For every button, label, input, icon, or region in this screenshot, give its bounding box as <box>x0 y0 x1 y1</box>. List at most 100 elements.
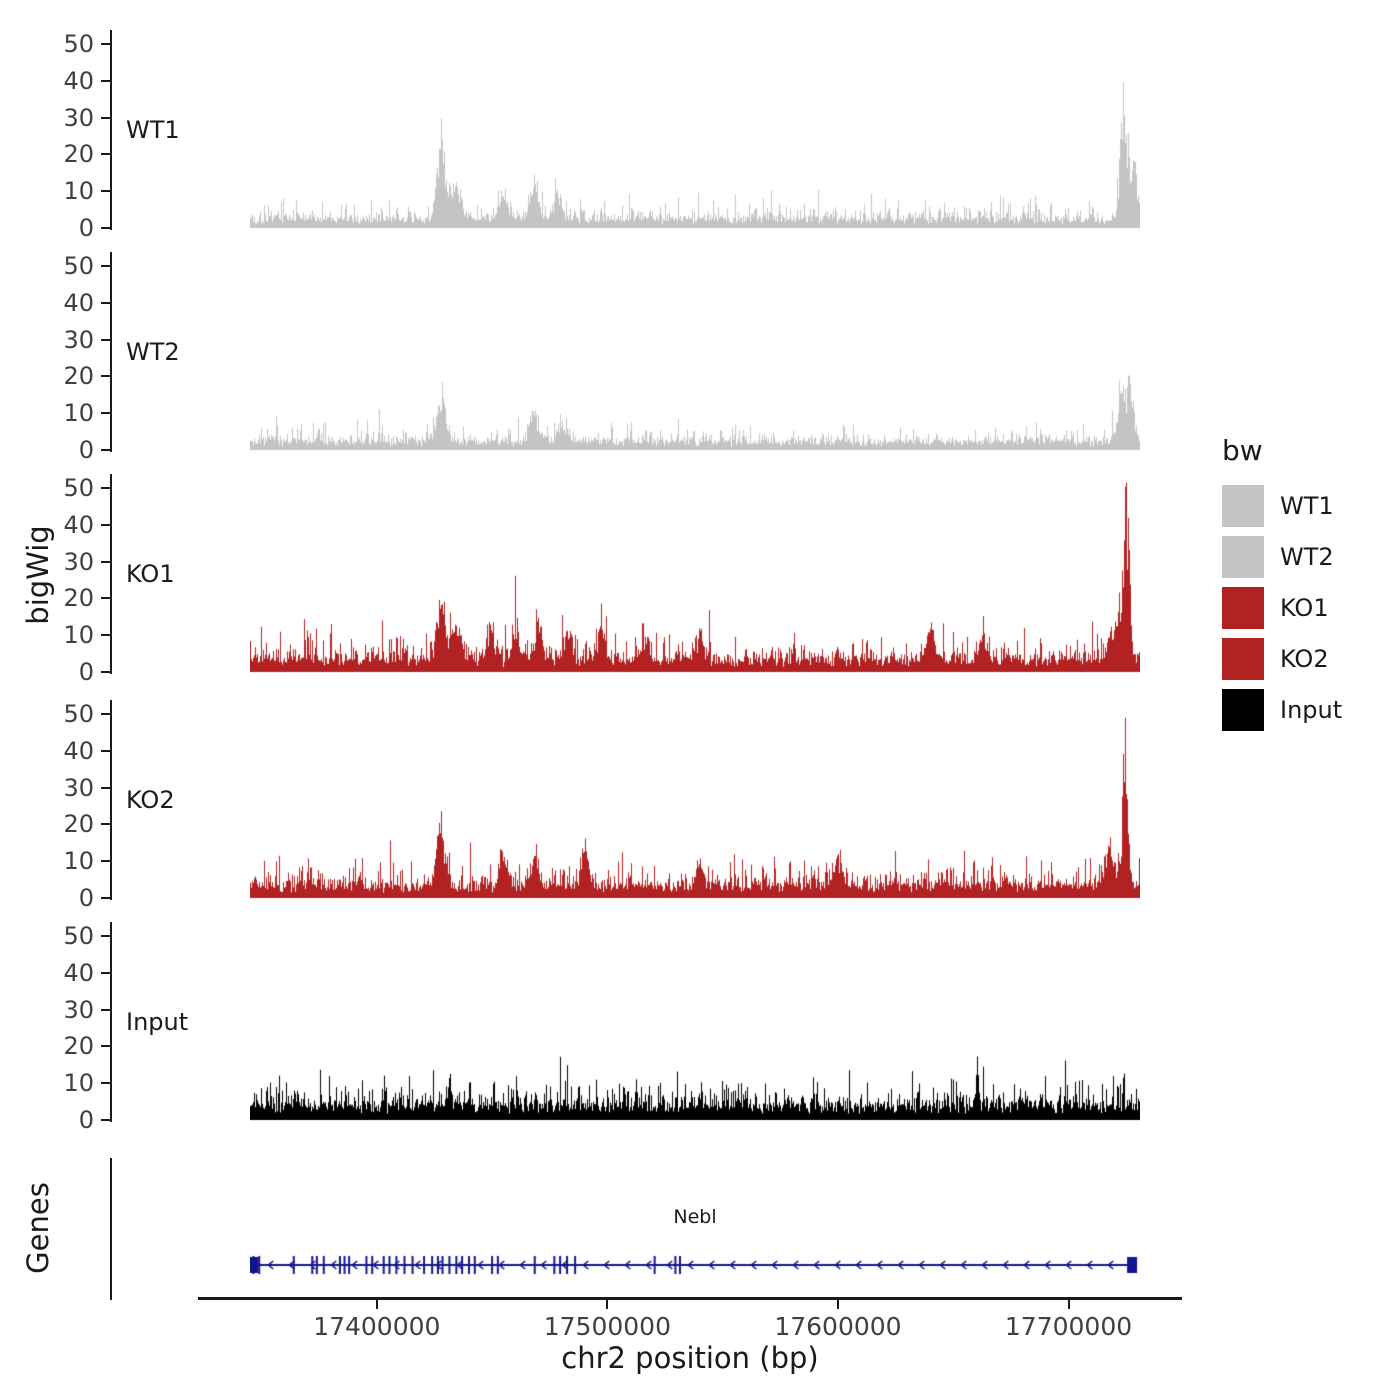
track-label-Input: Input <box>126 1008 189 1036</box>
y-tick-mark <box>101 671 110 673</box>
y-tick-mark <box>101 634 110 637</box>
legend-title: bw <box>1222 434 1263 467</box>
x-tick-label: 17500000 <box>543 1312 671 1341</box>
track-label-KO1: KO1 <box>126 560 175 588</box>
y-tick-label: 20 <box>63 140 94 169</box>
track-panel-KO2: 0 10 20 30 40 50 KO2 <box>0 700 1400 911</box>
y-tick-mark <box>101 1082 110 1085</box>
y-tick-mark <box>101 190 110 193</box>
gene-model-canvas <box>250 1232 1140 1302</box>
legend-entries: WT1 WT2 KO1 KO2 Input <box>1222 485 1342 731</box>
y-tick-mark <box>101 265 110 267</box>
y-tick-label: 30 <box>63 325 94 354</box>
gene-label: Nebl <box>673 1206 717 1228</box>
y-tick-mark <box>101 523 110 526</box>
y-tick-label: 50 <box>63 30 94 58</box>
y-tick-label: 10 <box>63 847 94 876</box>
legend-swatch-KO2 <box>1222 638 1264 680</box>
y-tick-mark <box>101 79 110 82</box>
y-tick-label: 30 <box>63 995 94 1024</box>
legend-entry-KO2: KO2 <box>1222 638 1342 680</box>
y-tick-label: 0 <box>78 884 94 912</box>
legend-swatch-KO1 <box>1222 587 1264 629</box>
y-tick-mark <box>101 1119 110 1121</box>
y-tick-label: 10 <box>63 177 94 206</box>
y-tick-label: 40 <box>63 958 94 987</box>
y-tick-label: 40 <box>63 288 94 317</box>
y-tick-label: 40 <box>63 66 94 95</box>
y-tick-label: 20 <box>63 1032 94 1061</box>
y-tick-label: 20 <box>63 362 94 391</box>
y-tick-label: 30 <box>63 103 94 132</box>
x-axis-title: chr2 position (bp) <box>561 1341 819 1375</box>
y-tick-label: 0 <box>78 658 94 686</box>
legend-entry-KO1: KO1 <box>1222 587 1342 629</box>
track-panel-Input: 0 10 20 30 40 50 Input <box>0 922 1400 1133</box>
y-tick-mark <box>101 116 110 119</box>
legend-entry-WT1: WT1 <box>1222 485 1342 527</box>
y-tick-label: 50 <box>63 700 94 728</box>
track-canvas-WT1 <box>250 30 1140 230</box>
legend-entry-Input: Input <box>1222 689 1342 731</box>
y-axis-line <box>110 474 112 674</box>
track-canvas-Input <box>250 922 1140 1122</box>
y-axis-line <box>110 922 112 1122</box>
y-tick-mark <box>101 560 110 563</box>
y-tick-label: 10 <box>63 399 94 428</box>
y-tick-mark <box>101 935 110 937</box>
legend-label: KO2 <box>1280 645 1329 673</box>
y-tick-mark <box>101 153 110 156</box>
y-axis-line <box>110 252 112 452</box>
y-tick-mark <box>101 43 110 45</box>
y-tick-label: 40 <box>63 510 94 539</box>
legend-label: WT2 <box>1280 543 1334 571</box>
y-tick-label: 20 <box>63 584 94 613</box>
y-tick-label: 50 <box>63 474 94 502</box>
track-canvas-WT2 <box>250 252 1140 452</box>
track-label-WT1: WT1 <box>126 116 180 144</box>
legend-label: KO1 <box>1280 594 1329 622</box>
gene-panel: Nebl <box>0 1150 1400 1310</box>
legend-entry-WT2: WT2 <box>1222 536 1342 578</box>
legend-swatch-WT1 <box>1222 485 1264 527</box>
x-tick-label: 17600000 <box>774 1312 902 1341</box>
y-tick-mark <box>101 749 110 752</box>
genes-axis-line <box>110 1158 112 1300</box>
y-tick-mark <box>101 713 110 715</box>
y-tick-label: 0 <box>78 214 94 242</box>
y-tick-mark <box>101 412 110 415</box>
track-panel-WT2: 0 10 20 30 40 50 WT2 <box>0 252 1400 463</box>
legend-label: Input <box>1280 696 1343 724</box>
y-tick-mark <box>101 487 110 489</box>
legend-label: WT1 <box>1280 492 1334 520</box>
y-tick-mark <box>101 449 110 451</box>
y-tick-label: 50 <box>63 252 94 280</box>
y-tick-mark <box>101 338 110 341</box>
y-tick-label: 20 <box>63 810 94 839</box>
track-panel-KO1: 0 10 20 30 40 50 KO1 <box>0 474 1400 685</box>
legend: bw WT1 WT2 KO1 KO2 Input <box>1222 434 1342 740</box>
track-label-WT2: WT2 <box>126 338 180 366</box>
y-axis-line <box>110 30 112 230</box>
y-tick-mark <box>101 786 110 789</box>
legend-swatch-WT2 <box>1222 536 1264 578</box>
y-tick-label: 10 <box>63 1069 94 1098</box>
y-tick-mark <box>101 971 110 974</box>
track-canvas-KO1 <box>250 474 1140 674</box>
y-tick-label: 30 <box>63 547 94 576</box>
y-tick-mark <box>101 860 110 863</box>
y-tick-mark <box>101 897 110 899</box>
y-tick-label: 50 <box>63 922 94 950</box>
y-tick-mark <box>101 823 110 826</box>
y-tick-mark <box>101 227 110 229</box>
y-tick-label: 30 <box>63 773 94 802</box>
y-tick-label: 0 <box>78 436 94 464</box>
y-tick-mark <box>101 301 110 304</box>
y-axis-line <box>110 700 112 900</box>
track-canvas-KO2 <box>250 700 1140 900</box>
x-tick-label: 17700000 <box>1004 1312 1133 1341</box>
y-tick-mark <box>101 597 110 600</box>
y-tick-label: 10 <box>63 621 94 650</box>
legend-swatch-Input <box>1222 689 1264 731</box>
